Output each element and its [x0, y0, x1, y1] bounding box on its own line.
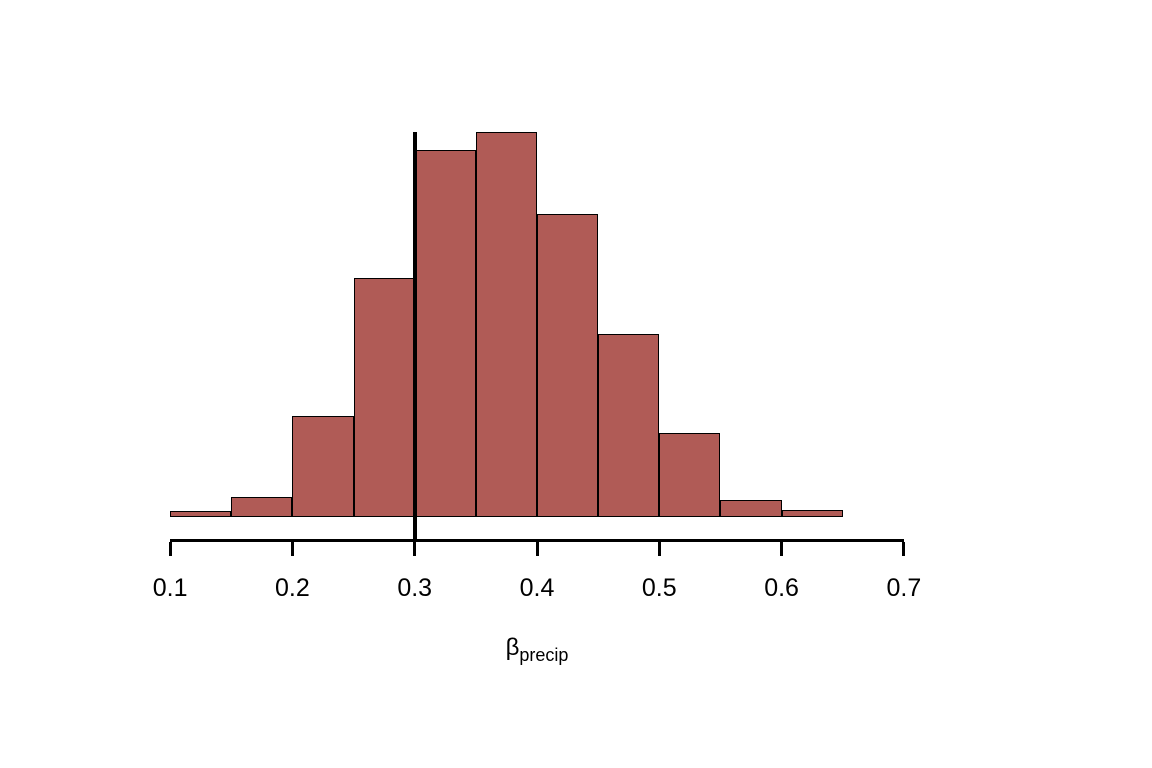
x-axis-label-main: β: [506, 634, 520, 661]
histogram-bar: [720, 500, 781, 517]
histogram-bar: [476, 132, 537, 517]
histogram-bar: [415, 150, 476, 517]
x-axis-tick: [780, 542, 783, 556]
plot-area: 0.10.20.30.40.50.60.7βprecip: [142, 95, 932, 517]
x-axis-tick: [658, 542, 661, 556]
x-axis-tick-label: 0.6: [742, 574, 822, 603]
x-axis-tick: [413, 542, 416, 556]
x-axis-tick-label: 0.5: [619, 574, 699, 603]
histogram-bar: [659, 433, 720, 517]
x-axis-label-sub: precip: [519, 645, 568, 665]
x-axis-tick: [902, 542, 905, 556]
chart-container: 0.1 0.2 0.3 0.4 0.5 0.6 0.7 βprecip: [0, 0, 1152, 768]
x-axis-tick: [536, 542, 539, 556]
histogram-bar: [782, 510, 843, 517]
x-axis-tick-label: 0.7: [864, 574, 944, 603]
x-axis-tick: [169, 542, 172, 556]
histogram-bar: [170, 511, 231, 517]
x-axis-tick-label: 0.3: [375, 574, 455, 603]
x-axis-tick-label: 0.1: [130, 574, 210, 603]
histogram-bar: [354, 278, 415, 517]
histogram-bar: [231, 497, 292, 517]
x-axis-tick-label: 0.4: [497, 574, 577, 603]
histogram-bar: [537, 214, 598, 517]
reference-line: [413, 132, 417, 542]
x-axis-tick-label: 0.2: [252, 574, 332, 603]
histogram-bar: [292, 416, 353, 517]
x-axis-tick: [291, 542, 294, 556]
histogram-bar: [598, 334, 659, 517]
x-axis-label: βprecip: [142, 634, 932, 666]
